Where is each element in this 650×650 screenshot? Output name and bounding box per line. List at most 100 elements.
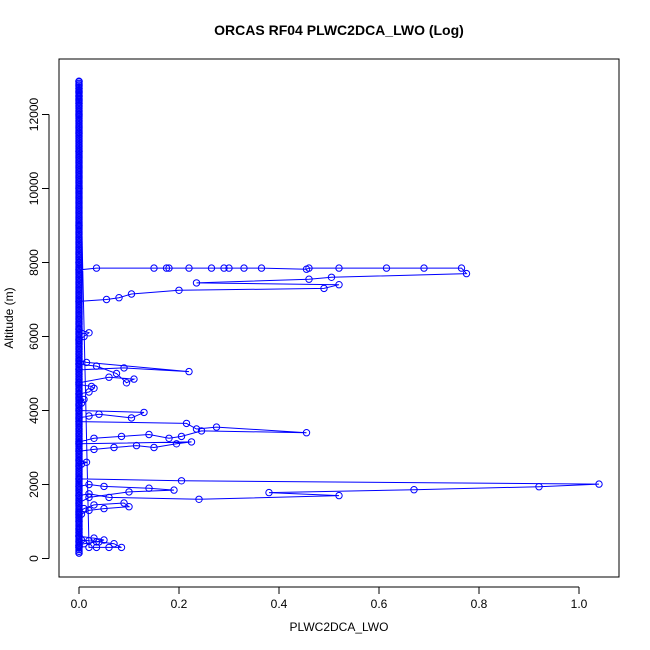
data-point bbox=[457, 264, 466, 272]
data-point bbox=[410, 486, 418, 494]
data-point bbox=[320, 284, 328, 293]
data-point bbox=[177, 432, 186, 441]
x-tick-label: 0.4 bbox=[271, 597, 288, 611]
data-point bbox=[595, 480, 603, 488]
data-point bbox=[145, 430, 153, 439]
data-point bbox=[90, 445, 98, 454]
data-point bbox=[100, 504, 108, 513]
data-point bbox=[85, 480, 93, 489]
data-point bbox=[120, 499, 128, 507]
data-point bbox=[207, 264, 216, 272]
data-point bbox=[335, 281, 343, 289]
data-point bbox=[225, 264, 233, 272]
data-point bbox=[82, 458, 91, 466]
data-point bbox=[182, 419, 191, 428]
data-point bbox=[100, 536, 108, 544]
data-point bbox=[87, 382, 96, 391]
data-point bbox=[132, 441, 141, 450]
data-point bbox=[125, 503, 133, 511]
data-point bbox=[192, 279, 201, 287]
y-tick-label: 0 bbox=[27, 555, 41, 562]
y-tick-label: 2000 bbox=[27, 471, 41, 498]
y-axis-label: Altitude (m) bbox=[2, 287, 16, 348]
data-point bbox=[140, 408, 148, 417]
data-point bbox=[85, 490, 93, 498]
data-point bbox=[122, 379, 131, 387]
data-point bbox=[92, 538, 101, 546]
data-point bbox=[185, 264, 193, 272]
data-point bbox=[335, 491, 343, 500]
data-point bbox=[302, 265, 311, 273]
x-tick-label: 0.2 bbox=[171, 597, 188, 611]
y-tick-label: 8000 bbox=[27, 249, 41, 276]
data-point bbox=[125, 488, 133, 496]
y-tick-label: 10000 bbox=[27, 171, 41, 205]
data-point bbox=[127, 414, 136, 422]
data-point bbox=[150, 264, 158, 272]
y-tick-label: 12000 bbox=[27, 97, 41, 131]
x-tick-label: 0.6 bbox=[371, 597, 388, 611]
data-point bbox=[110, 540, 118, 548]
data-point bbox=[95, 410, 103, 418]
plot-frame bbox=[58, 58, 620, 578]
data-point bbox=[212, 423, 221, 431]
data-point bbox=[85, 329, 93, 337]
data-point bbox=[145, 484, 153, 492]
data-point bbox=[120, 364, 128, 372]
data-series bbox=[75, 77, 603, 557]
data-point bbox=[175, 286, 183, 294]
y-axis: 0 2000 4000 6000 8000 10000 12000 bbox=[27, 97, 50, 562]
data-point bbox=[220, 264, 228, 272]
data-point bbox=[90, 501, 98, 509]
data-point bbox=[192, 425, 201, 433]
data-point bbox=[130, 375, 138, 383]
data-point bbox=[80, 332, 88, 341]
data-point bbox=[172, 440, 181, 448]
data-point bbox=[85, 506, 93, 515]
data-point bbox=[150, 443, 158, 452]
data-point bbox=[335, 264, 343, 272]
data-point bbox=[170, 486, 178, 494]
y-tick-label: 6000 bbox=[27, 323, 41, 350]
data-point bbox=[240, 264, 248, 272]
data-point bbox=[185, 367, 193, 376]
data-point bbox=[265, 488, 273, 497]
data-point bbox=[95, 538, 103, 546]
data-point bbox=[105, 543, 113, 552]
x-tick-label: 1.0 bbox=[571, 597, 588, 611]
data-point bbox=[117, 543, 126, 552]
data-point bbox=[257, 264, 266, 272]
data-point bbox=[197, 427, 206, 435]
data-point bbox=[90, 534, 98, 542]
data-point bbox=[462, 269, 471, 278]
data-point bbox=[85, 493, 93, 502]
data-point bbox=[420, 264, 428, 272]
x-axis: 0.0 0.2 0.4 0.6 0.8 1.0 bbox=[71, 586, 588, 611]
data-point bbox=[112, 369, 121, 378]
data-point bbox=[177, 477, 186, 485]
data-point bbox=[115, 294, 123, 302]
x-tick-label: 0.8 bbox=[471, 597, 488, 611]
data-point bbox=[127, 290, 136, 298]
data-point bbox=[82, 358, 91, 367]
data-point bbox=[105, 373, 113, 381]
data-point bbox=[382, 264, 391, 272]
chart-title: ORCAS RF04 PLWC2DCA_LWO (Log) bbox=[214, 22, 464, 38]
data-point bbox=[327, 273, 336, 281]
data-point bbox=[535, 483, 543, 491]
data-point bbox=[117, 432, 126, 441]
x-axis-label: PLWC2DCA_LWO bbox=[290, 620, 389, 634]
data-point bbox=[100, 482, 108, 491]
data-point bbox=[165, 434, 173, 442]
data-point bbox=[302, 429, 311, 437]
data-point bbox=[187, 438, 196, 446]
data-point bbox=[102, 295, 111, 304]
series-line bbox=[78, 81, 600, 553]
data-point bbox=[85, 412, 93, 420]
data-point bbox=[75, 78, 83, 86]
data-point bbox=[195, 495, 203, 503]
data-point bbox=[105, 493, 113, 502]
data-point bbox=[162, 264, 171, 272]
data-point bbox=[305, 275, 313, 283]
